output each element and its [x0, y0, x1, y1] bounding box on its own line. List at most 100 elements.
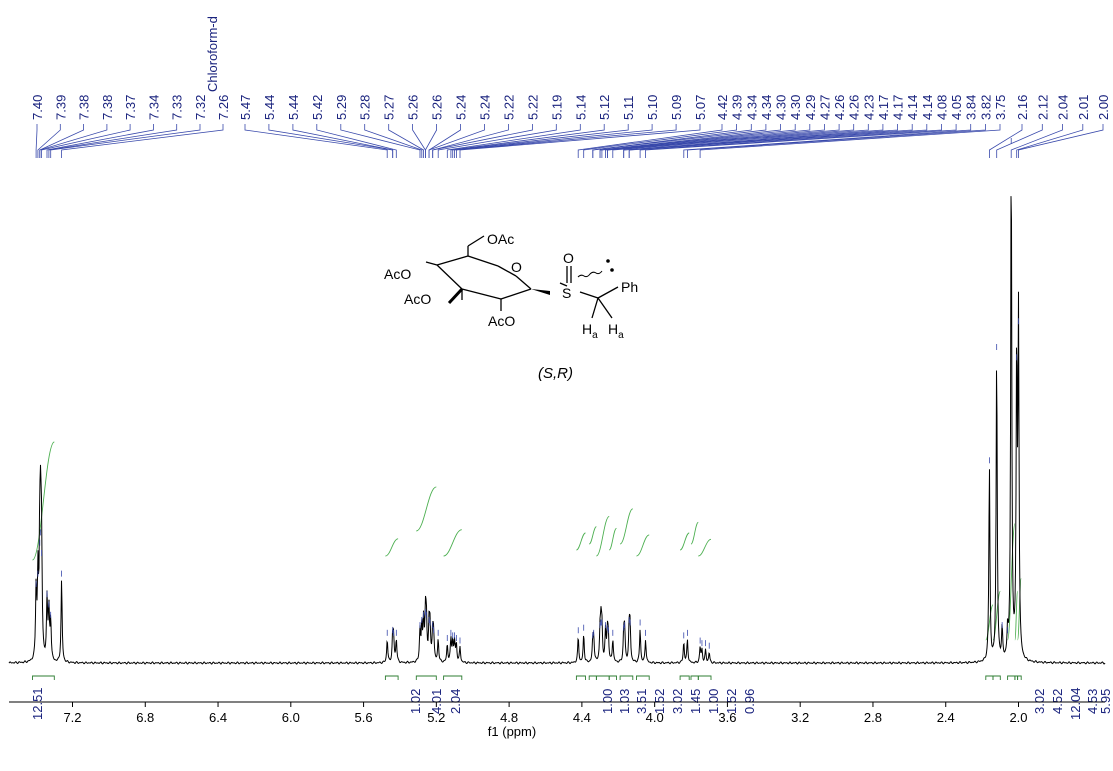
- integral-curve: [588, 526, 597, 545]
- peak-leader-line: [599, 124, 796, 158]
- integral-bracket: [679, 675, 690, 680]
- peak-label: 5.24: [478, 95, 493, 120]
- stereo-caption: (S,R): [538, 365, 573, 382]
- peak-leader-line: [432, 124, 509, 158]
- peak-marker-group: [35, 138, 1019, 649]
- integral-bracket: [595, 675, 610, 680]
- peak-leader-line: [46, 124, 154, 158]
- peak-label: 5.29: [334, 95, 349, 120]
- integral-bracket: [443, 675, 463, 680]
- peak-label: 2.04: [1056, 95, 1071, 120]
- integral-curve: [690, 521, 699, 545]
- peak-label: 5.24: [454, 95, 469, 120]
- peak-leader-line: [292, 124, 394, 158]
- integral-curve: [385, 538, 399, 557]
- x-tick-label: 6.8: [136, 710, 154, 725]
- integral-label: 2.04: [448, 689, 463, 714]
- peak-leader-line: [244, 124, 388, 158]
- integral-bracket: [619, 675, 634, 680]
- peak-label: 5.22: [525, 95, 540, 120]
- peak-label: 4.34: [744, 95, 759, 120]
- peak-leader-line: [645, 124, 957, 158]
- integral-curve: [1007, 523, 1016, 641]
- integral-bracket: [1007, 675, 1016, 680]
- peak-leader-line: [623, 124, 898, 158]
- peak-label: 3.75: [993, 95, 1008, 120]
- peak-leader-line: [996, 124, 1043, 158]
- integral-label: 0.96: [742, 689, 757, 714]
- sulfur-label: S: [562, 285, 571, 301]
- peak-leader-line: [37, 124, 61, 158]
- peak-label: 7.39: [53, 95, 68, 120]
- peak-label: 5.44: [262, 95, 277, 120]
- peak-label: 5.42: [310, 95, 325, 120]
- peak-label: 5.19: [549, 95, 564, 120]
- integral-label: 3.51: [634, 689, 649, 714]
- integral-label: 4.53: [1085, 689, 1100, 714]
- integral-curve: [32, 441, 55, 561]
- integral-label: 1.02: [408, 689, 423, 714]
- peak-label: 5.22: [501, 95, 516, 120]
- peak-label: 5.26: [430, 95, 445, 120]
- x-axis-title: f1 (ppm): [488, 724, 536, 739]
- x-tick-label: 2.4: [937, 710, 955, 725]
- peak-leader-line: [605, 124, 825, 158]
- peak-leader-line: [388, 124, 425, 158]
- integral-bracket: [636, 675, 650, 680]
- peak-leader-line: [39, 124, 108, 158]
- peak-label: 4.23: [861, 95, 876, 120]
- integral-label: 4.52: [1050, 689, 1065, 714]
- x-tick-label: 6.4: [209, 710, 227, 725]
- peak-leader-line: [455, 124, 677, 158]
- peak-label: 5.47: [238, 95, 253, 120]
- peak-label: 4.34: [759, 95, 774, 120]
- integral-label: 1.52: [652, 689, 667, 714]
- integral-label: 1.45: [688, 689, 703, 714]
- integral-curve: [595, 515, 610, 557]
- peak-leader-line: [424, 124, 438, 158]
- integral-bracket: [415, 675, 437, 680]
- integral-bracket: [32, 675, 55, 680]
- oac-top-label: OAc: [487, 231, 514, 247]
- integral-bracket-group: [32, 675, 1022, 680]
- peak-leader-line: [699, 124, 1001, 158]
- peak-label: 5.09: [669, 95, 684, 120]
- peak-leader-line: [1018, 124, 1104, 158]
- aco-c2-label: AcO: [488, 313, 515, 329]
- x-tick-label: 7.2: [63, 710, 81, 725]
- integral-label: 5.95: [1098, 689, 1113, 714]
- aco-c4-label: AcO: [384, 266, 411, 282]
- peak-label: 3.84: [964, 95, 979, 120]
- peak-label: 4.42: [715, 95, 730, 120]
- peak-label: 4.14: [905, 95, 920, 120]
- integral-bracket: [608, 675, 617, 680]
- integral-bracket: [985, 675, 994, 680]
- integral-label: 3.02: [670, 689, 685, 714]
- x-tick-label: 4.0: [646, 710, 664, 725]
- integral-curve: [679, 532, 690, 551]
- peak-label: 4.08: [935, 95, 950, 120]
- integral-bracket: [992, 675, 1001, 680]
- peak-label: 4.30: [774, 95, 789, 120]
- peak-leader-line: [428, 124, 485, 158]
- peak-leader-line: [583, 124, 737, 158]
- peak-leader-line: [61, 124, 224, 158]
- integral-bracket: [1017, 675, 1022, 680]
- peak-label: 4.17: [876, 95, 891, 120]
- x-tick-label: 5.2: [427, 710, 445, 725]
- peak-leader-line: [592, 124, 767, 158]
- peak-label: 4.26: [847, 95, 862, 120]
- integral-curve: [619, 508, 634, 545]
- peak-label: 5.11: [621, 96, 636, 120]
- peak-leader-line: [601, 124, 811, 158]
- peak-leader-line: [340, 124, 421, 158]
- integral-bracket: [690, 675, 699, 680]
- integral-curve: [1014, 590, 1019, 641]
- peak-leader-line: [268, 124, 394, 158]
- peak-leader-line: [41, 124, 131, 158]
- ring-oxygen-label: O: [511, 259, 522, 275]
- peak-leader-line: [687, 124, 986, 158]
- peak-leader-line: [577, 124, 723, 158]
- peak-leader-line: [446, 124, 581, 158]
- integral-curve: [1017, 578, 1022, 641]
